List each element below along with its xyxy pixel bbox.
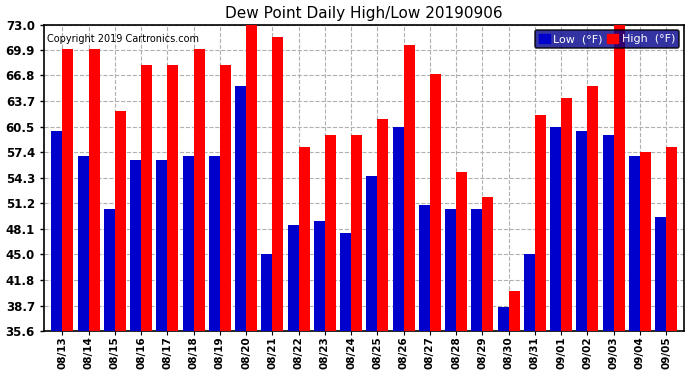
Bar xyxy=(325,135,336,331)
Bar xyxy=(366,176,377,331)
Bar xyxy=(640,152,651,331)
Bar xyxy=(497,307,509,331)
Bar xyxy=(509,291,520,331)
Bar xyxy=(576,131,587,331)
Bar xyxy=(314,221,325,331)
Bar xyxy=(168,66,178,331)
Bar xyxy=(587,86,598,331)
Bar xyxy=(430,74,441,331)
Bar xyxy=(246,20,257,331)
Bar xyxy=(655,217,666,331)
Bar xyxy=(62,49,73,331)
Bar xyxy=(471,209,482,331)
Bar xyxy=(51,131,62,331)
Bar xyxy=(482,196,493,331)
Bar xyxy=(613,24,624,331)
Bar xyxy=(104,209,115,331)
Bar xyxy=(456,172,467,331)
Bar xyxy=(404,45,415,331)
Bar xyxy=(524,254,535,331)
Bar xyxy=(340,234,351,331)
Bar xyxy=(220,66,231,331)
Bar xyxy=(157,160,168,331)
Bar xyxy=(130,160,141,331)
Bar xyxy=(183,156,194,331)
Bar xyxy=(535,115,546,331)
Bar xyxy=(377,119,388,331)
Bar xyxy=(262,254,273,331)
Bar xyxy=(602,135,613,331)
Bar xyxy=(393,127,404,331)
Bar xyxy=(561,98,572,331)
Bar xyxy=(273,37,284,331)
Text: Copyright 2019 Cartronics.com: Copyright 2019 Cartronics.com xyxy=(47,34,199,44)
Title: Dew Point Daily High/Low 20190906: Dew Point Daily High/Low 20190906 xyxy=(226,6,503,21)
Bar xyxy=(209,156,220,331)
Bar xyxy=(445,209,456,331)
Bar xyxy=(351,135,362,331)
Bar xyxy=(666,147,677,331)
Bar xyxy=(77,156,88,331)
Legend: Low  (°F), High  (°F): Low (°F), High (°F) xyxy=(535,30,679,48)
Bar xyxy=(194,49,205,331)
Bar xyxy=(550,127,561,331)
Bar xyxy=(115,111,126,331)
Bar xyxy=(419,205,430,331)
Bar xyxy=(235,86,246,331)
Bar xyxy=(141,66,152,331)
Bar xyxy=(629,156,640,331)
Bar xyxy=(288,225,299,331)
Bar xyxy=(299,147,310,331)
Bar xyxy=(88,49,99,331)
